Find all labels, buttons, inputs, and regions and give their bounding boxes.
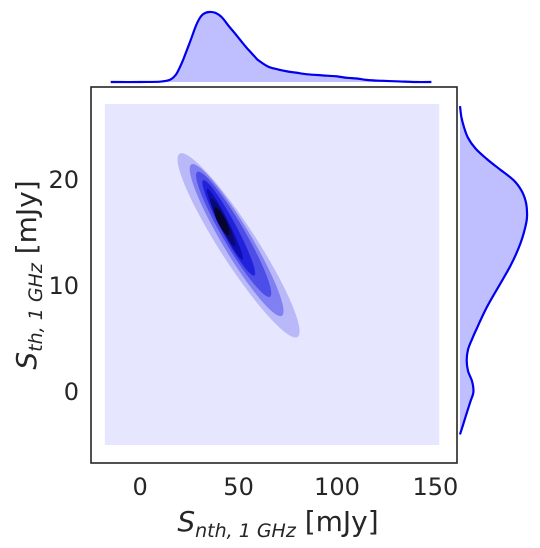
right-marginal-kde bbox=[458, 105, 529, 435]
top-marginal-kde bbox=[110, 10, 432, 84]
x-tick-label: 100 bbox=[314, 473, 360, 501]
right-kde-line bbox=[458, 105, 529, 435]
main-plot-area bbox=[104, 103, 440, 445]
y-tick-label: 10 bbox=[48, 272, 79, 300]
top-kde-fill bbox=[110, 11, 432, 83]
y-tick-label: 0 bbox=[64, 378, 79, 406]
axes: 0 50 100 150 0 10 20 Snth, 1 GHz [mJy] Sth, 1 GH… bbox=[10, 86, 458, 542]
top-kde-line bbox=[110, 10, 432, 84]
x-tick-label: 150 bbox=[412, 473, 458, 501]
x-axis-label: Snth, 1 GHz [mJy] bbox=[177, 505, 378, 542]
right-kde-fill bbox=[460, 106, 528, 435]
axes-frame bbox=[90, 86, 458, 464]
kde-contour-level-7 bbox=[214, 207, 230, 236]
x-tick-label: 50 bbox=[223, 473, 254, 501]
y-axis-label: Sth, 1 GHz [mJy] bbox=[10, 180, 47, 369]
x-tick-label: 0 bbox=[133, 473, 148, 501]
y-tick-label: 20 bbox=[48, 166, 79, 194]
